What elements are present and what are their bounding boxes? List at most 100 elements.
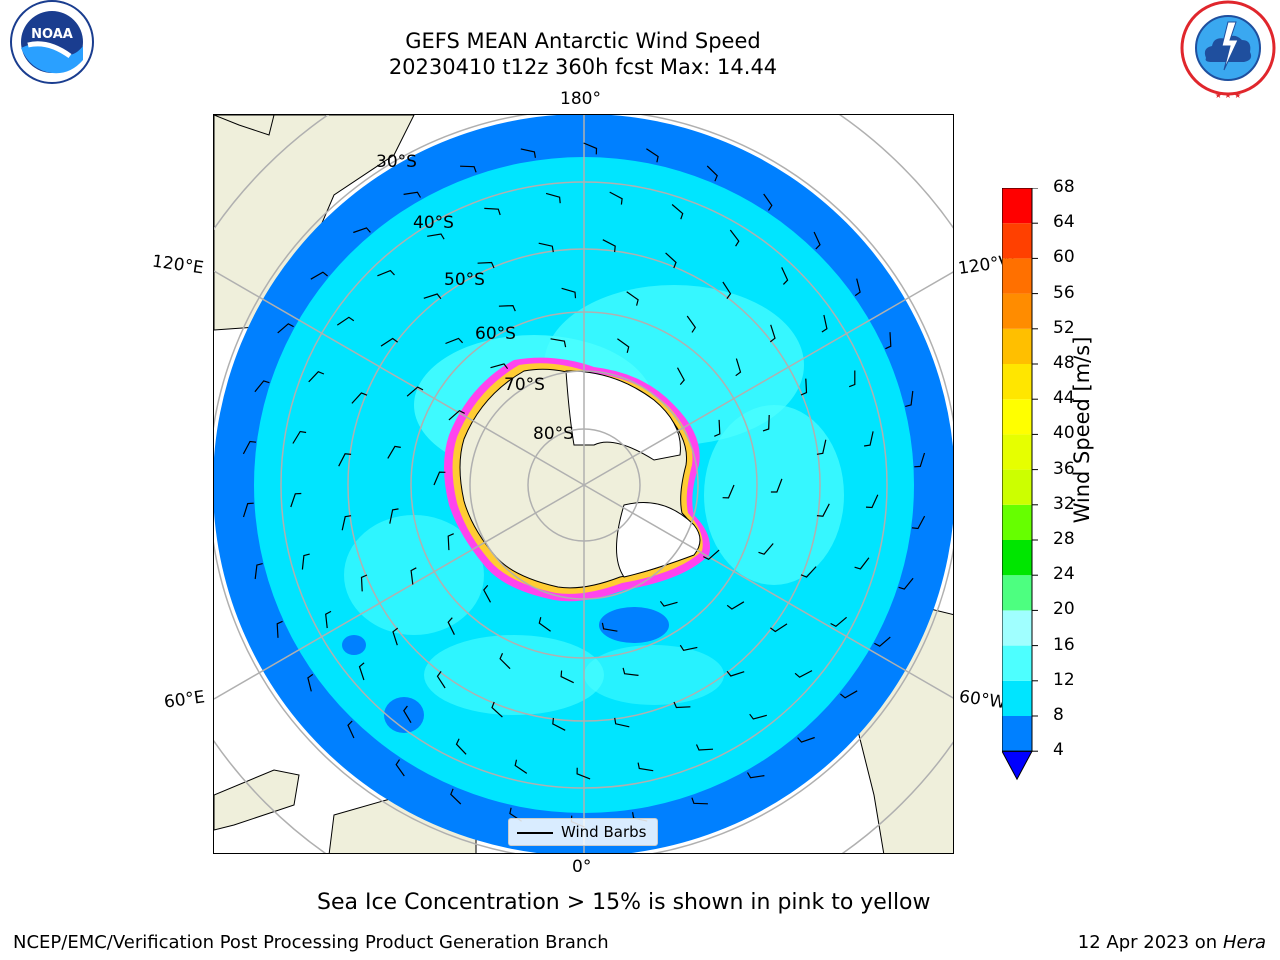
chart-title-line2: 20230410 t12z 360h fcst Max: 14.44 — [388, 55, 778, 79]
wind-barb — [448, 409, 465, 421]
wind-barb — [403, 191, 422, 198]
wind-barb — [671, 204, 684, 220]
wind-barb — [491, 701, 503, 718]
wind-barb — [242, 440, 257, 455]
wind-barb — [561, 287, 577, 299]
wind-barb — [447, 533, 454, 551]
graticule — [214, 115, 953, 853]
colorbar-tick-label: 64 — [1053, 212, 1075, 233]
wind-barb — [423, 293, 442, 300]
lat-label-50s: 50°S — [444, 270, 485, 290]
colorbar — [1001, 187, 1062, 788]
wind-barb — [460, 165, 477, 173]
wind-barb — [576, 767, 591, 780]
wind-barb — [673, 701, 691, 709]
wind-barb — [406, 386, 424, 397]
wind-barb — [308, 370, 325, 383]
wind-barb — [358, 662, 365, 681]
wind-barb — [714, 419, 721, 437]
wind-barb — [290, 492, 302, 508]
wind-barb — [665, 252, 677, 269]
wind-barb — [277, 323, 294, 334]
colorbar-tick-label: 24 — [1053, 564, 1075, 585]
antarctica — [444, 357, 710, 602]
wind-barb — [816, 439, 827, 455]
wind-barb — [545, 192, 561, 204]
wind-barb — [617, 338, 630, 353]
lon-label-120e: 120°E — [150, 251, 205, 279]
wind-barb — [341, 515, 352, 531]
svg-text:★ ★ ★: ★ ★ ★ — [1215, 91, 1242, 100]
wind-barb — [602, 239, 616, 253]
sea-ice-note: Sea Ice Concentration > 15% is shown in … — [317, 890, 931, 915]
wind-barb-legend-line — [517, 832, 553, 834]
wind-barb — [749, 713, 767, 720]
colorbar-tick-label: 52 — [1053, 317, 1075, 338]
colorbar-band — [1002, 575, 1032, 611]
colorbar-band — [1002, 610, 1032, 646]
wind-barb — [659, 600, 678, 607]
colorbar-tick-label: 8 — [1053, 705, 1064, 725]
map-legend: Wind Barbs — [508, 818, 658, 846]
colorbar-tick-label: 68 — [1053, 177, 1075, 197]
svg-text:NOAA: NOAA — [31, 27, 73, 42]
wind-barb — [336, 316, 355, 326]
footer-credit: NCEP/EMC/Verification Post Processing Pr… — [13, 932, 609, 953]
wind-barb — [380, 337, 398, 347]
wind-barb — [395, 759, 405, 777]
wind-barb — [816, 503, 830, 517]
lon-label-180: 180° — [560, 89, 601, 109]
colorbar-tick-label: 56 — [1053, 282, 1075, 303]
wind-barb — [770, 478, 783, 493]
wind-barb — [514, 759, 528, 774]
colorbar-band — [1002, 469, 1032, 505]
wind-barb — [800, 566, 817, 578]
wind-barb — [905, 390, 914, 407]
colorbar-label-wrap: Wind Speed [m/s] — [1070, 337, 1100, 524]
nws-logo-icon: ★ ★ ★ — [1176, 0, 1280, 104]
wind-barb — [848, 370, 856, 388]
colorbar-band — [1002, 364, 1032, 400]
wind-barb — [762, 414, 770, 432]
wind-barb — [254, 563, 263, 580]
colorbar-label: Wind Speed [m/s] — [1070, 336, 1094, 524]
wind-barb — [722, 484, 735, 499]
colorbar-tick-label: 4 — [1053, 740, 1064, 761]
wind-barb — [729, 229, 740, 247]
wind-barb — [813, 231, 821, 250]
wind-barb — [499, 653, 511, 670]
wind-barb — [703, 549, 720, 561]
wind-barb — [307, 673, 314, 692]
wind-barb — [455, 738, 467, 755]
wind-barb — [769, 324, 776, 343]
wind-barb — [637, 762, 654, 772]
wind-barb — [310, 271, 328, 280]
colorbar-band — [1002, 716, 1032, 752]
wind-barb — [797, 736, 815, 743]
polar-map — [214, 115, 953, 853]
wind-barb — [445, 337, 464, 345]
wind-barb — [758, 543, 774, 555]
wind-barb — [338, 453, 352, 467]
colorbar-tick-label: 40 — [1053, 423, 1075, 444]
lat-label-80s: 80°S — [533, 424, 574, 444]
lat-label-40s: 40°S — [413, 213, 454, 233]
colorbar-band — [1002, 188, 1032, 224]
wind-barb — [614, 717, 630, 728]
colorbar-band — [1002, 540, 1032, 576]
colorbar-tick-label: 28 — [1053, 529, 1075, 549]
colorbar-band — [1002, 504, 1032, 540]
wind-barb — [550, 338, 567, 348]
wind-barb — [874, 636, 891, 647]
colorbar-band — [1002, 223, 1032, 259]
wind-barb — [389, 508, 399, 524]
wind-barb — [800, 378, 808, 396]
wind-barb — [726, 670, 745, 677]
lat-label-60s: 60°S — [475, 324, 516, 344]
footer-host: Hera — [1222, 932, 1266, 953]
wind-barb — [794, 670, 813, 678]
colorbar-band — [1002, 645, 1032, 681]
wind-barb — [609, 191, 623, 205]
wind-barb — [746, 772, 765, 779]
wind-barb — [360, 574, 368, 592]
